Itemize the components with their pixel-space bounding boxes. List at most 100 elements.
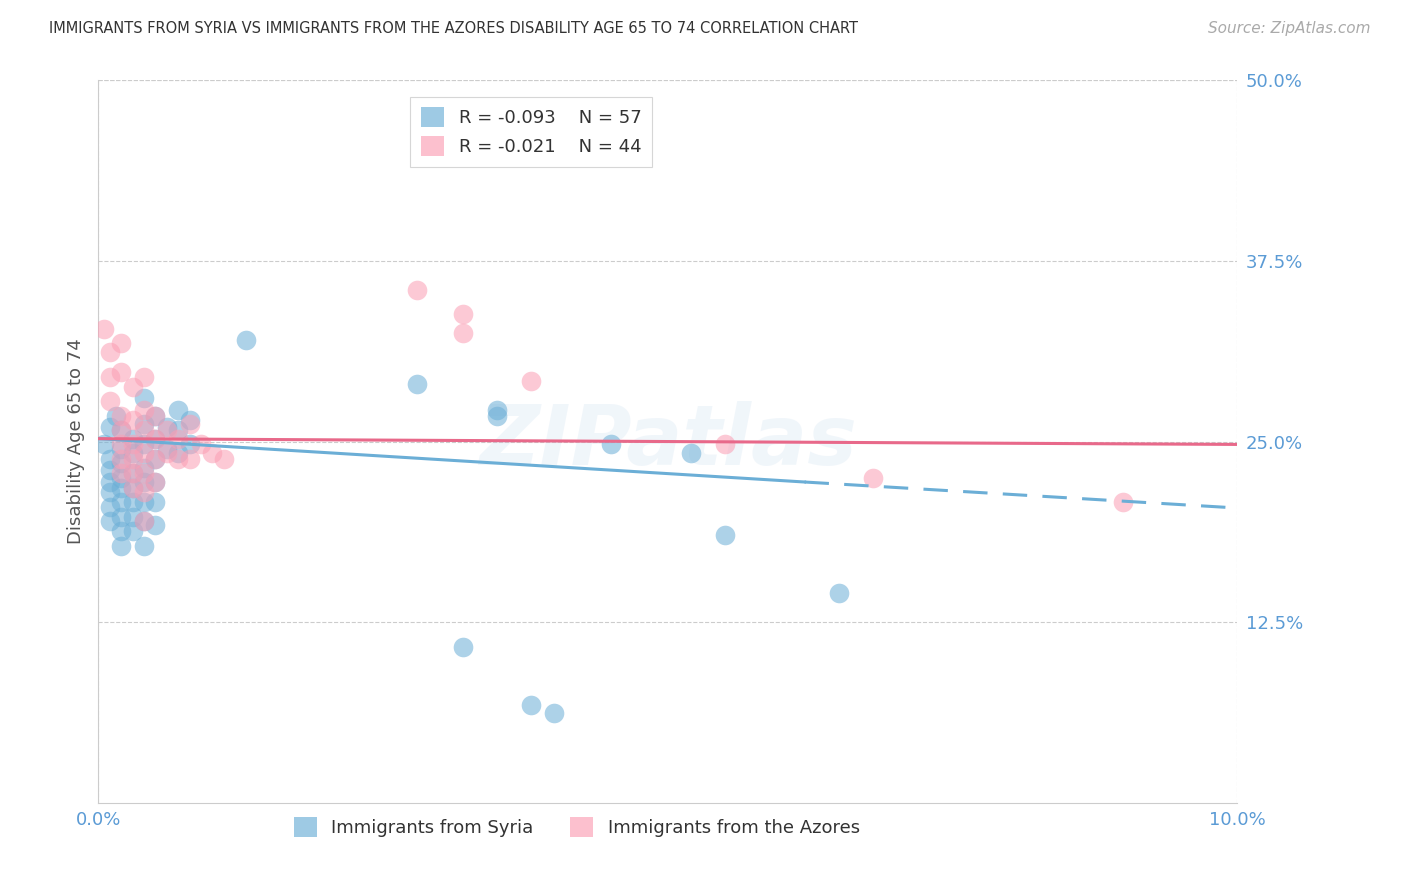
- Point: [190, 437, 212, 451]
- Point: [132, 402, 155, 417]
- Point: [179, 451, 201, 466]
- Point: [132, 437, 155, 451]
- Point: [98, 485, 121, 500]
- Point: [406, 376, 429, 391]
- Point: [145, 409, 167, 423]
- Point: [179, 417, 201, 432]
- Point: [828, 586, 851, 600]
- Point: [121, 432, 143, 446]
- Point: [110, 409, 132, 423]
- Point: [132, 467, 155, 481]
- Point: [110, 437, 132, 451]
- Point: [110, 456, 132, 470]
- Point: [98, 394, 121, 409]
- Point: [121, 451, 143, 466]
- Point: [93, 322, 115, 336]
- Point: [451, 640, 474, 654]
- Point: [600, 437, 623, 451]
- Point: [132, 514, 155, 528]
- Point: [406, 283, 429, 297]
- Point: [121, 495, 143, 509]
- Point: [110, 524, 132, 538]
- Point: [714, 528, 737, 542]
- Point: [179, 437, 201, 451]
- Point: [132, 423, 155, 437]
- Point: [121, 481, 143, 495]
- Point: [145, 451, 167, 466]
- Point: [121, 413, 143, 427]
- Point: [98, 369, 121, 384]
- Point: [145, 432, 167, 446]
- Point: [132, 391, 155, 405]
- Point: [132, 475, 155, 489]
- Point: [520, 374, 543, 388]
- Point: [132, 417, 155, 432]
- Point: [167, 446, 190, 460]
- Point: [486, 402, 509, 417]
- Point: [110, 423, 132, 437]
- Point: [121, 379, 143, 393]
- Point: [132, 539, 155, 553]
- Point: [110, 336, 132, 351]
- Point: [179, 413, 201, 427]
- Point: [98, 420, 121, 434]
- Point: [121, 467, 143, 481]
- Point: [543, 706, 565, 721]
- Point: [98, 345, 121, 359]
- Point: [167, 402, 190, 417]
- Point: [145, 475, 167, 489]
- Point: [145, 475, 167, 489]
- Point: [167, 432, 190, 446]
- Point: [110, 467, 132, 481]
- Point: [121, 446, 143, 460]
- Point: [132, 369, 155, 384]
- Point: [156, 442, 179, 456]
- Point: [110, 470, 132, 484]
- Point: [156, 420, 179, 434]
- Point: [98, 463, 121, 477]
- Point: [93, 437, 115, 451]
- Point: [110, 481, 132, 495]
- Point: [98, 451, 121, 466]
- Point: [451, 307, 474, 321]
- Point: [714, 437, 737, 451]
- Point: [110, 451, 132, 466]
- Point: [145, 432, 167, 446]
- Point: [121, 467, 143, 481]
- Point: [132, 446, 155, 460]
- Point: [132, 485, 155, 500]
- Point: [679, 446, 702, 460]
- Point: [121, 481, 143, 495]
- Legend: Immigrants from Syria, Immigrants from the Azores: Immigrants from Syria, Immigrants from t…: [287, 810, 868, 845]
- Point: [156, 423, 179, 437]
- Point: [132, 460, 155, 475]
- Point: [145, 409, 167, 423]
- Point: [132, 495, 155, 509]
- Point: [156, 446, 179, 460]
- Point: [145, 451, 167, 466]
- Point: [104, 409, 127, 423]
- Point: [235, 334, 257, 348]
- Point: [167, 451, 190, 466]
- Point: [110, 365, 132, 379]
- Point: [98, 475, 121, 489]
- Point: [520, 698, 543, 712]
- Point: [110, 509, 132, 524]
- Point: [862, 470, 884, 484]
- Point: [486, 409, 509, 423]
- Point: [201, 446, 224, 460]
- Point: [110, 539, 132, 553]
- Point: [98, 500, 121, 514]
- Point: [121, 437, 143, 451]
- Point: [145, 518, 167, 533]
- Point: [121, 524, 143, 538]
- Point: [110, 495, 132, 509]
- Text: ZIPatlas: ZIPatlas: [479, 401, 856, 482]
- Point: [167, 423, 190, 437]
- Point: [1112, 495, 1135, 509]
- Point: [451, 326, 474, 340]
- Point: [132, 514, 155, 528]
- Y-axis label: Disability Age 65 to 74: Disability Age 65 to 74: [66, 339, 84, 544]
- Point: [121, 509, 143, 524]
- Text: Source: ZipAtlas.com: Source: ZipAtlas.com: [1208, 21, 1371, 36]
